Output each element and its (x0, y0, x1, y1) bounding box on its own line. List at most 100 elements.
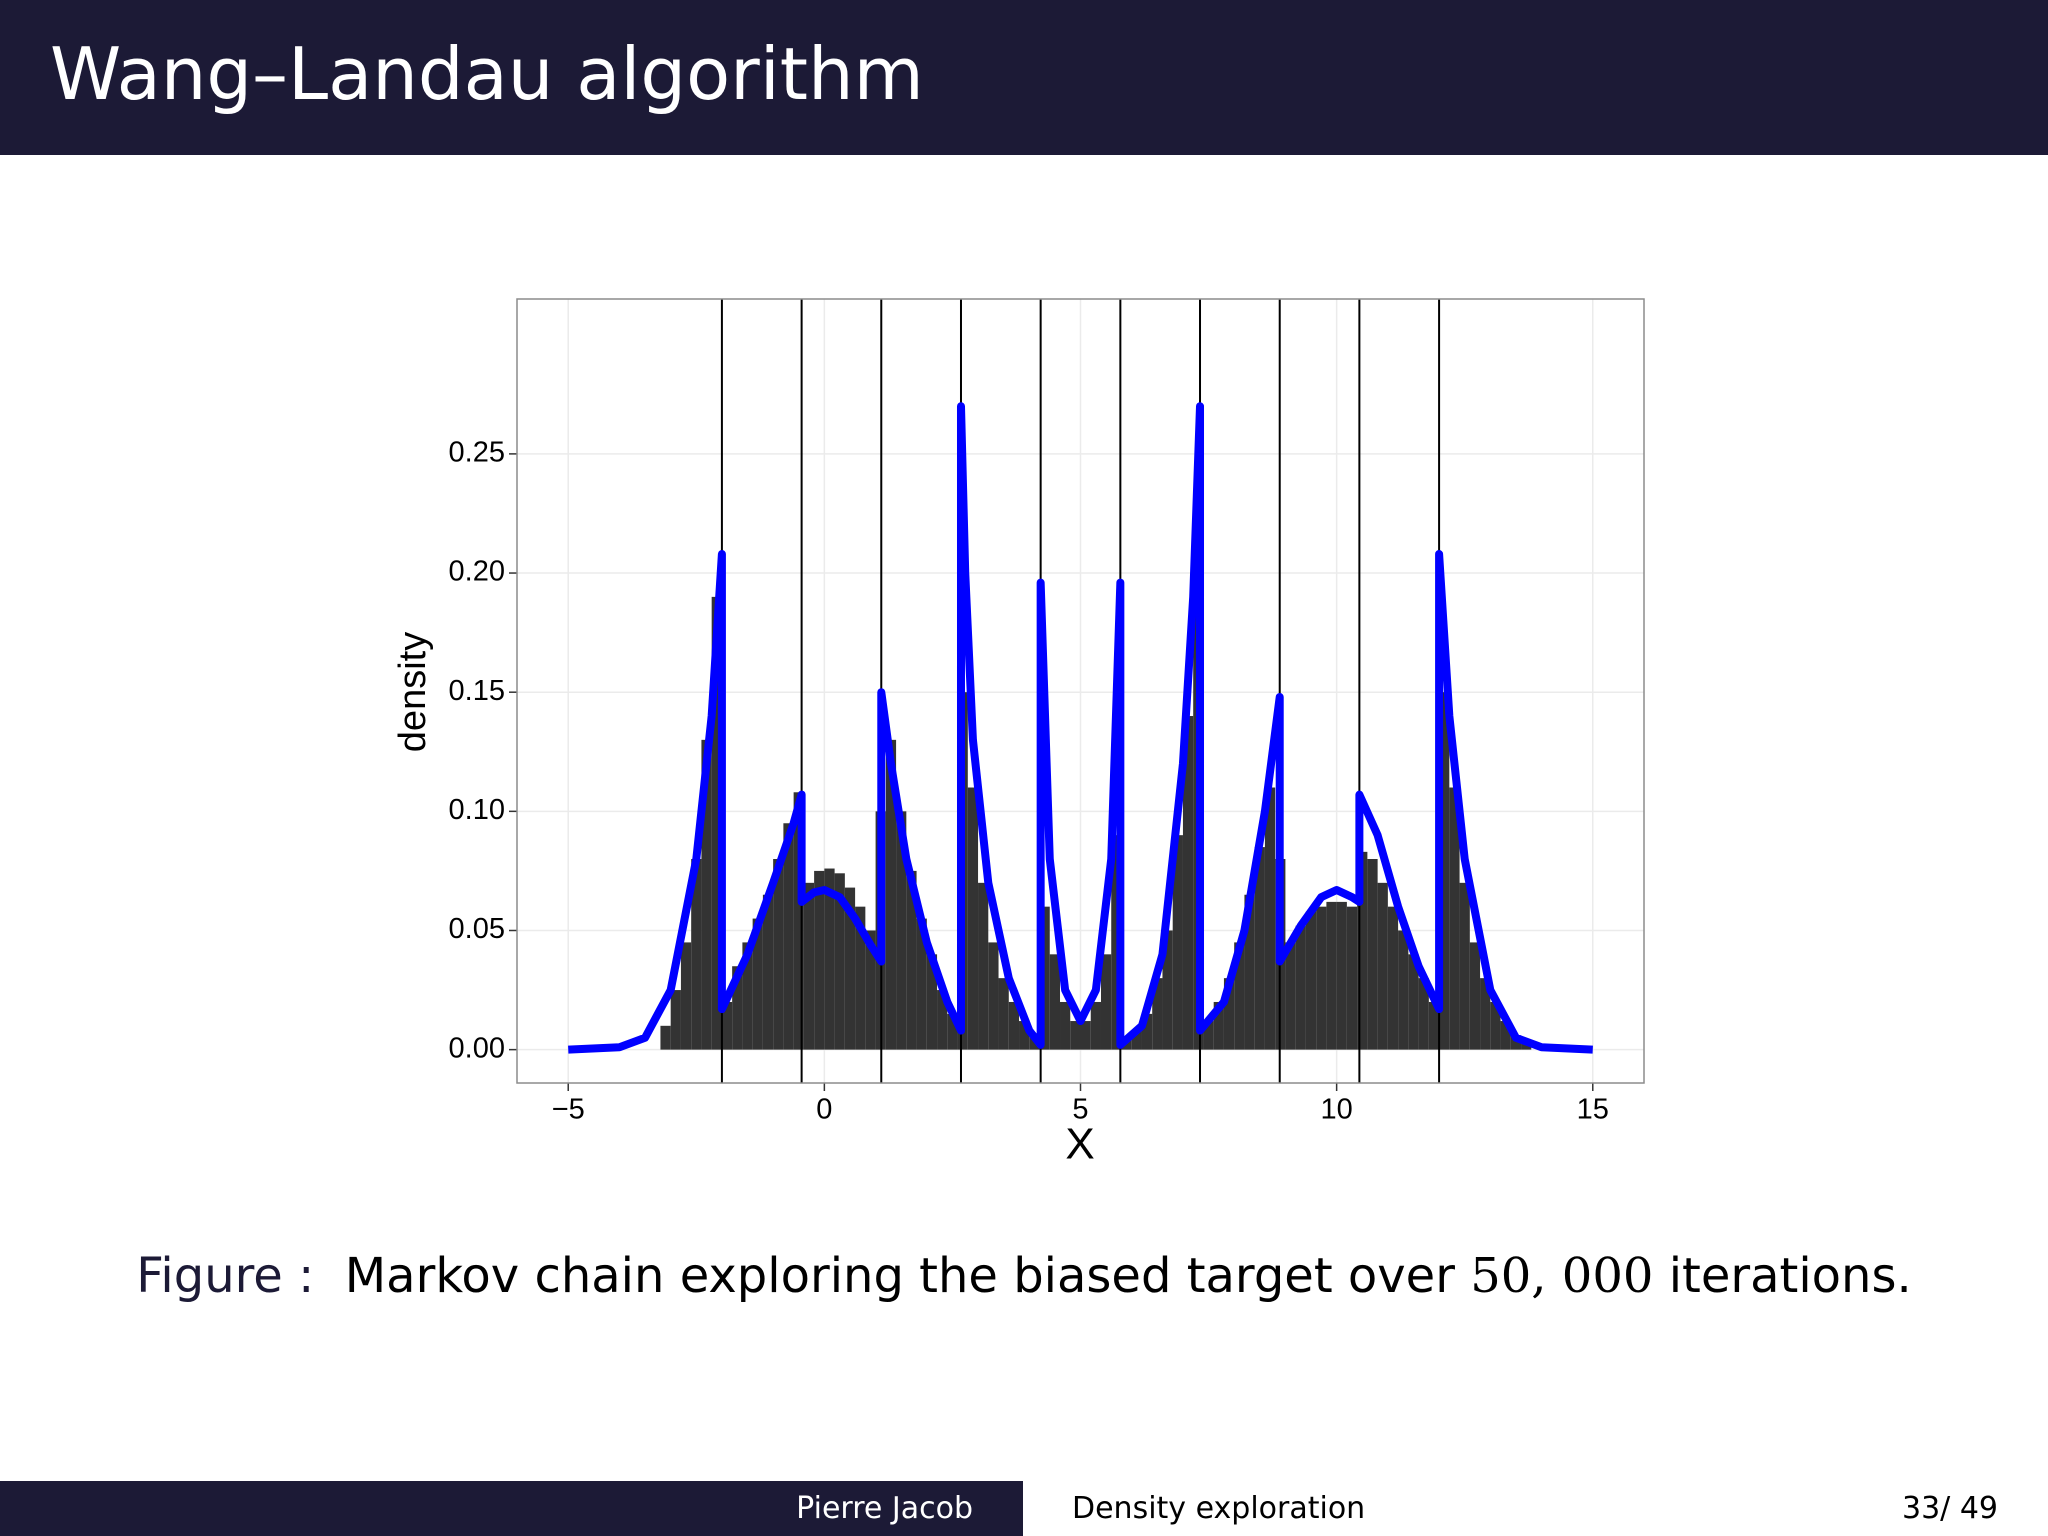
histogram-bar (844, 887, 856, 1050)
histogram-bar (926, 954, 938, 1050)
histogram-bar (1521, 1042, 1532, 1050)
caption-tail: iterations. (1668, 1248, 1912, 1304)
histogram-bar (1408, 954, 1419, 1050)
histogram-bar (1080, 1021, 1091, 1050)
histogram-bar (1326, 901, 1337, 1050)
histogram-bar (773, 859, 784, 1050)
histogram-bar (947, 1013, 958, 1050)
histogram-bar (793, 792, 804, 1050)
histogram-bar (803, 882, 815, 1050)
caption-label: Figure : (136, 1248, 315, 1304)
histogram-bar (783, 823, 794, 1050)
histogram-bar (1500, 1021, 1511, 1050)
y-tick-label: 0.10 (449, 794, 505, 826)
histogram-bar (1182, 716, 1194, 1050)
histogram-bar (1295, 925, 1306, 1050)
histogram-bar (1008, 1001, 1020, 1050)
histogram-bar (1234, 942, 1245, 1050)
histogram-bar (660, 1025, 671, 1050)
panel-border (516, 298, 1645, 1084)
histogram-bar (1377, 882, 1388, 1050)
footer-left: Pierre Jacob (0, 1481, 1023, 1536)
caption-math: 50, 000 (1470, 1248, 1654, 1304)
histogram-bar (680, 942, 692, 1050)
histogram-bar (1162, 930, 1173, 1050)
footer: Pierre Jacob Density exploration 33/ 49 (0, 1481, 2048, 1536)
footer-section: Density exploration (1072, 1491, 1366, 1526)
histogram-bar (1172, 835, 1183, 1050)
y-tick-label: 0.15 (449, 675, 505, 707)
histogram-bar (814, 870, 825, 1050)
histogram-bar (1346, 906, 1358, 1050)
histogram-bar (1459, 882, 1470, 1050)
x-tick-label: 5 (1072, 1094, 1088, 1126)
histogram-bar (1223, 978, 1235, 1050)
histogram-bar (906, 870, 917, 1050)
histogram-bar (691, 859, 702, 1050)
footer-page: 33/ 49 (1902, 1491, 1998, 1526)
density-curve (568, 402, 1593, 1054)
slide-title: Wang–Landau algorithm (50, 32, 924, 116)
histogram-bar (1285, 942, 1296, 1050)
histogram-bar (1152, 978, 1163, 1050)
histogram-bar (1100, 954, 1112, 1050)
histogram-bar (967, 787, 979, 1050)
histogram-bar (752, 918, 763, 1050)
histogram-bar (1090, 1001, 1101, 1050)
caption-text: Markov chain exploring the biased target… (344, 1248, 1455, 1304)
histogram-bar (1387, 906, 1399, 1050)
histogram-bar (1213, 1001, 1224, 1050)
x-tick-label: −5 (552, 1094, 585, 1126)
histogram-bar (1070, 1021, 1081, 1050)
histogram-bar (670, 990, 681, 1050)
histogram-bar (1244, 894, 1255, 1050)
histogram-bar (762, 894, 774, 1050)
histogram-bar (988, 942, 999, 1050)
histogram-bar (1305, 911, 1317, 1050)
y-axis-label: density (392, 632, 434, 752)
histogram-bar (998, 978, 1009, 1050)
x-tick-label: 15 (1577, 1094, 1609, 1126)
histogram-bar (1490, 1001, 1501, 1050)
histogram-bar (834, 873, 845, 1050)
footer-author: Pierre Jacob (796, 1491, 973, 1526)
histogram-bar (1510, 1035, 1522, 1050)
histogram-bar (978, 882, 989, 1050)
x-tick-label: 0 (816, 1094, 832, 1126)
histogram-bar (1254, 847, 1265, 1050)
histogram-bar (1480, 978, 1491, 1050)
y-tick-label: 0.20 (449, 556, 505, 588)
histogram-bar (721, 1001, 733, 1050)
header: Wang–Landau algorithm (0, 0, 2048, 155)
histogram-bar (1439, 692, 1450, 1050)
histogram-bar (1049, 954, 1061, 1050)
histogram-bar (855, 906, 866, 1050)
histogram-bar (824, 868, 835, 1050)
x-axis-label: X (1065, 1120, 1094, 1169)
histogram-bar (885, 739, 897, 1050)
chart: 0.00 0.05 0.10 0.15 0.20 0.25 −5 0 5 10 15 X densi… (392, 298, 1645, 1169)
histogram-bar (896, 811, 907, 1050)
y-tick-label: 0.00 (449, 1032, 505, 1064)
histogram-bar (937, 990, 948, 1050)
histogram-bar (916, 918, 927, 1050)
histogram-bar (711, 596, 722, 1050)
histogram-bar (701, 739, 712, 1050)
histogram-bar (742, 942, 753, 1050)
histogram-bar (1141, 1013, 1153, 1050)
histogram-bar (1131, 1030, 1142, 1050)
histogram-bar (1203, 1021, 1214, 1050)
histogram-bar (1264, 787, 1276, 1050)
caption: Figure : Markov chain exploring the bias… (0, 1248, 2048, 1304)
x-tick-label: 10 (1321, 1094, 1353, 1126)
histogram-bar (1357, 851, 1368, 1050)
histogram-bar (865, 930, 876, 1050)
histogram-bar (1449, 787, 1460, 1050)
histogram-bar (1060, 1001, 1071, 1050)
y-tick-label: 0.05 (449, 913, 505, 945)
histogram-bar (1336, 901, 1347, 1050)
histogram-bar (1398, 930, 1409, 1050)
histogram-bar (1469, 942, 1481, 1050)
histogram-bar (1367, 859, 1378, 1050)
